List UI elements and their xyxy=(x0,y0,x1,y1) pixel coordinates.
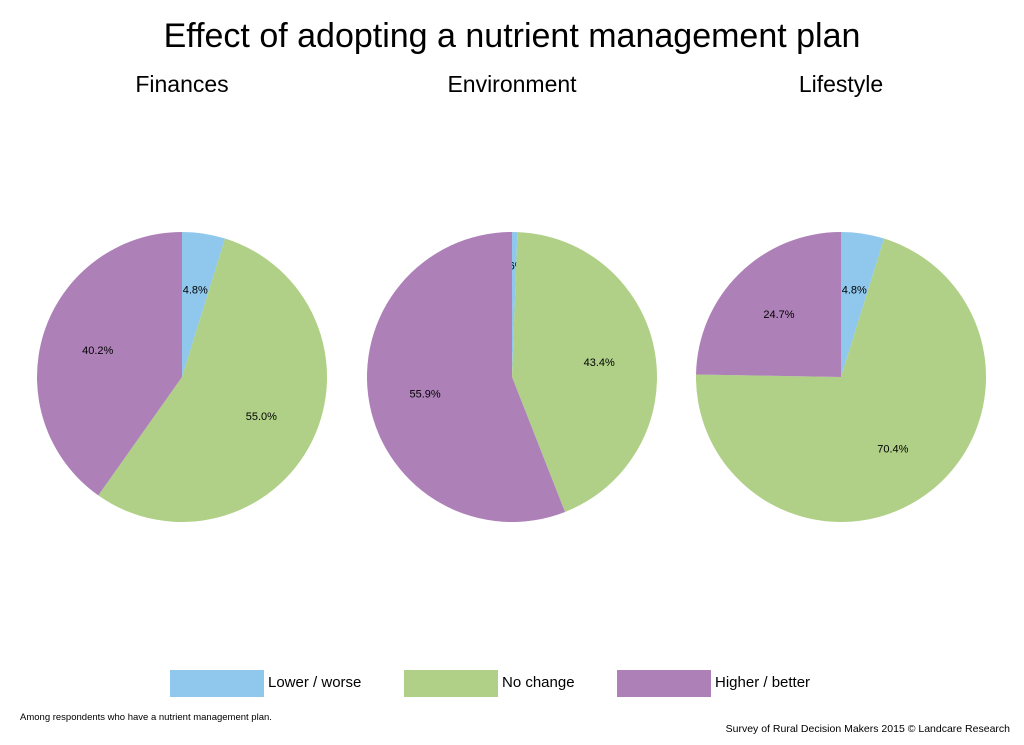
pie-label-lifestyle-higher: 24.7% xyxy=(763,309,794,321)
chart-title: Effect of adopting a nutrient management… xyxy=(163,17,861,55)
pie-slice-environment-higher xyxy=(366,232,566,522)
pie-label-lifestyle-lower: 4.8% xyxy=(842,285,867,297)
footnote: Among respondents who have a nutrient ma… xyxy=(20,712,272,723)
legend-swatch-higher xyxy=(617,670,711,697)
pie-label-finances-lower: 4.8% xyxy=(183,285,208,297)
pie-label-finances-higher: 40.2% xyxy=(82,345,113,357)
pie-slice-lifestyle-lower xyxy=(841,232,885,377)
pie-title-finances: Finances xyxy=(135,71,229,97)
pie-slice-lifestyle-higher xyxy=(696,232,841,377)
legend-label-higher: Higher / better xyxy=(715,674,811,691)
legend-swatch-lower xyxy=(170,670,264,697)
legend-label-lower: Lower / worse xyxy=(268,674,362,691)
legend: Lower / worse No change Higher / better xyxy=(0,668,1024,698)
pie-title-environment: Environment xyxy=(447,71,577,97)
pie-slice-finances-lower xyxy=(182,232,226,377)
pie-label-environment-no-change: 43.4% xyxy=(584,357,615,369)
pie-slice-finances-higher xyxy=(36,232,183,496)
pie-slice-finances-no-change xyxy=(98,238,327,522)
pie-slice-environment-no-change xyxy=(512,232,657,512)
legend-swatch-no-change xyxy=(404,670,498,697)
pie-label-lifestyle-no-change: 70.4% xyxy=(877,444,908,456)
pie-label-environment-higher: 55.9% xyxy=(409,388,440,400)
pie-slice-environment-lower xyxy=(512,232,518,377)
legend-label-no-change: No change xyxy=(502,674,575,691)
pie-title-lifestyle: Lifestyle xyxy=(798,71,884,97)
pie-label-finances-no-change: 55.0% xyxy=(246,411,277,423)
pie-slice-lifestyle-no-change xyxy=(695,238,986,522)
source-credit: Survey of Rural Decision Makers 2015 © L… xyxy=(725,723,1010,735)
